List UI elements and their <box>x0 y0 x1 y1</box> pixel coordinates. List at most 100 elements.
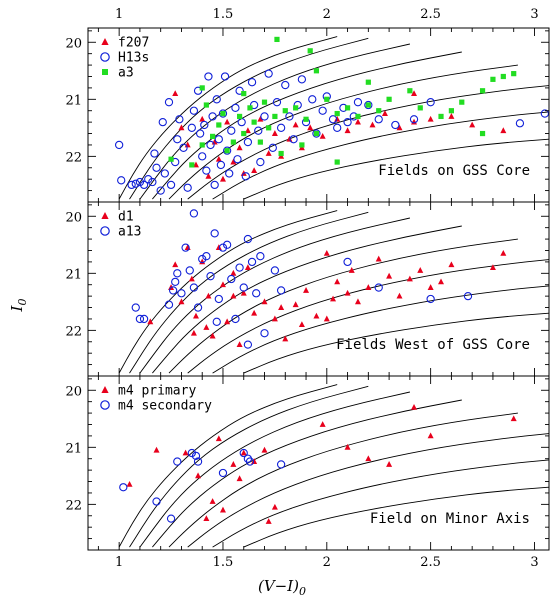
legend-marker-a13 <box>100 226 110 236</box>
point-h13s-61 <box>312 129 321 138</box>
legend-label-d1: d1 <box>118 210 134 225</box>
y-tick-label: 22 <box>65 498 82 513</box>
point-f207-34 <box>500 127 507 134</box>
point-a13-25 <box>252 289 261 298</box>
point-d1-2 <box>172 261 179 268</box>
point-d1-12 <box>224 318 231 325</box>
point-a3-30 <box>407 88 413 94</box>
point-a13-6 <box>173 269 182 278</box>
panel-frame <box>87 375 550 551</box>
isochrone-c8 <box>243 312 549 374</box>
point-m4-primary-8 <box>230 461 237 467</box>
legend-marker-m4-secondary <box>100 400 110 410</box>
point-a13-30 <box>343 257 352 267</box>
point-h13s-52 <box>272 98 282 107</box>
isochrone-c5 <box>168 238 518 374</box>
point-a3-31 <box>417 105 423 111</box>
point-m4-primary-2 <box>182 449 189 456</box>
point-f207-20 <box>292 121 299 128</box>
point-h13s-22 <box>193 86 203 95</box>
point-d1-21 <box>292 301 299 308</box>
point-a3-41 <box>313 68 320 74</box>
point-d1-42 <box>298 321 305 328</box>
point-a13-1 <box>135 314 145 324</box>
point-h13s-28 <box>206 140 215 150</box>
point-d1-0 <box>147 318 154 325</box>
point-h13s-69 <box>353 98 363 107</box>
legend-label-f207: f207 <box>118 36 149 51</box>
legend-label-a13: a13 <box>118 225 141 240</box>
point-h13s-25 <box>200 120 209 130</box>
legend-marker-m4-primary <box>101 386 109 393</box>
point-h13s-73 <box>409 115 419 124</box>
point-m4-secondary-3 <box>173 457 182 466</box>
point-h13s-17 <box>175 115 184 124</box>
legend-marker-f207 <box>101 38 109 45</box>
point-d1-38 <box>448 261 455 268</box>
point-d1-36 <box>427 284 434 290</box>
point-m4-primary-18 <box>411 403 418 410</box>
point-m4-secondary-6 <box>193 457 203 466</box>
legend-label-a3: a3 <box>118 66 134 81</box>
y-tick-label: 21 <box>65 441 82 456</box>
point-d1-44 <box>190 329 197 336</box>
point-a3-3 <box>203 102 209 108</box>
y-tick-label: 20 <box>65 36 82 51</box>
point-d1-45 <box>230 292 237 299</box>
isochrone-c1 <box>118 384 338 548</box>
point-a3-29 <box>386 96 392 102</box>
point-a13-19 <box>227 274 236 284</box>
point-a13-32 <box>189 209 199 218</box>
point-f207-29 <box>396 124 403 131</box>
point-f207-8 <box>219 175 226 182</box>
point-h13s-51 <box>268 143 277 152</box>
point-a3-33 <box>448 108 455 114</box>
x-tick-label-bottom: 2.5 <box>420 555 441 570</box>
x-axis-label-main: (V−I) <box>258 577 299 595</box>
isochrone-c8 <box>243 486 549 548</box>
point-f207-0 <box>172 90 179 97</box>
point-m4-primary-15 <box>344 443 351 450</box>
point-h13s-65 <box>333 123 342 132</box>
point-m4-secondary-9 <box>245 457 255 466</box>
point-h13s-13 <box>164 98 174 107</box>
y-tick-label: 21 <box>65 93 82 108</box>
point-f207-16 <box>265 150 272 156</box>
point-a3-36 <box>490 76 496 82</box>
point-a3-42 <box>334 159 340 165</box>
axes-labels: (V−I)0 I0 <box>8 299 306 598</box>
isochrone-c2 <box>129 211 369 374</box>
point-a3-14 <box>261 99 268 105</box>
point-a3-46 <box>479 130 486 137</box>
point-a13-11 <box>193 303 203 312</box>
y-tick-label: 22 <box>65 324 82 339</box>
point-d1-26 <box>334 278 341 285</box>
point-a3-15 <box>266 125 272 131</box>
point-h13s-30 <box>210 180 219 190</box>
point-d1-32 <box>386 272 393 279</box>
point-m4-primary-10 <box>240 449 247 456</box>
point-h13s-8 <box>150 149 159 158</box>
point-a3-25 <box>344 105 351 111</box>
point-f207-11 <box>236 144 243 151</box>
point-h13s-14 <box>166 180 176 190</box>
point-m4-secondary-0 <box>119 483 128 492</box>
point-h13s-75 <box>515 119 525 128</box>
point-h13s-6 <box>144 175 153 184</box>
isochrone-c3 <box>139 391 410 548</box>
point-f207-26 <box>354 118 361 125</box>
point-d1-30 <box>365 284 372 290</box>
point-a3-9 <box>236 113 243 120</box>
point-h13s-42 <box>237 117 246 127</box>
point-h13s-60 <box>308 95 317 104</box>
x-tick-label-bottom: 1.5 <box>213 555 234 570</box>
isochrone-c5 <box>168 64 518 200</box>
legend-marker-d1 <box>101 212 109 219</box>
point-h13s-26 <box>202 166 211 175</box>
legend-label-h13s: H13s <box>118 51 149 66</box>
isochrone-c4 <box>152 399 462 548</box>
point-h13s-12 <box>160 169 169 178</box>
point-f207-24 <box>334 115 341 122</box>
